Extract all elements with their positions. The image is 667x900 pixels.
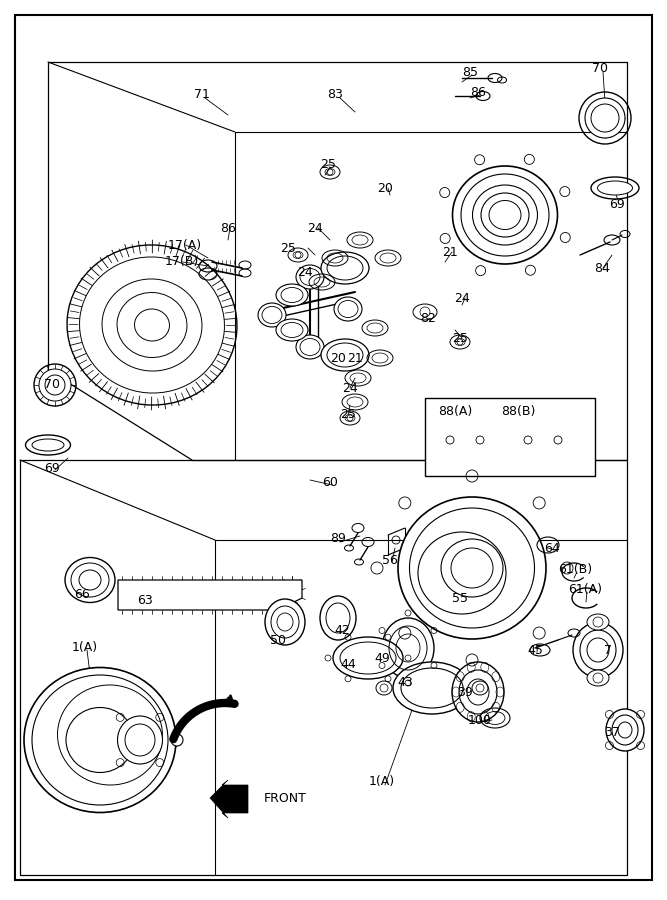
Ellipse shape [117,716,163,764]
Ellipse shape [573,623,623,678]
Text: 88(B): 88(B) [501,406,535,419]
Text: 25: 25 [340,409,356,421]
Text: 61(A): 61(A) [568,583,602,597]
Text: 88(A): 88(A) [438,406,472,419]
Text: 70: 70 [44,379,60,392]
Text: 25: 25 [280,241,296,255]
Text: 20: 20 [377,182,393,194]
Text: 49: 49 [374,652,390,664]
Text: 21: 21 [347,352,363,365]
Ellipse shape [39,369,71,401]
Text: 39: 39 [457,686,473,698]
Ellipse shape [276,319,308,341]
Text: 89: 89 [330,532,346,544]
Text: 24: 24 [307,221,323,235]
Text: 55: 55 [452,591,468,605]
Text: 1(A): 1(A) [369,776,395,788]
Ellipse shape [258,303,286,327]
Polygon shape [210,780,248,818]
Ellipse shape [334,297,362,321]
Ellipse shape [117,292,187,357]
Ellipse shape [382,618,434,678]
Text: 43: 43 [397,676,413,688]
Text: 84: 84 [594,262,610,274]
Text: 45: 45 [527,644,543,656]
Ellipse shape [472,185,538,245]
Text: FRONT: FRONT [263,791,306,805]
Ellipse shape [171,734,183,746]
Text: 25: 25 [452,331,468,345]
Ellipse shape [79,257,225,393]
Ellipse shape [606,709,644,751]
Text: 24: 24 [297,266,313,278]
Ellipse shape [265,599,305,645]
Polygon shape [118,580,302,610]
Text: 64: 64 [544,542,560,554]
Text: 83: 83 [327,88,343,102]
Ellipse shape [587,670,609,686]
Bar [425,398,595,476]
Ellipse shape [393,662,471,714]
Text: 71: 71 [194,88,210,102]
Ellipse shape [276,284,308,306]
Ellipse shape [489,201,521,230]
Ellipse shape [452,166,558,264]
Text: 85: 85 [462,66,478,78]
Text: 60: 60 [322,475,338,489]
Text: 44: 44 [340,659,356,671]
Text: 17(A): 17(A) [168,238,202,251]
Ellipse shape [598,181,632,195]
Text: 24: 24 [454,292,470,304]
Text: 66: 66 [74,589,90,601]
Ellipse shape [585,98,625,138]
Ellipse shape [320,596,356,640]
Text: 25: 25 [320,158,336,172]
Text: 42: 42 [334,624,350,636]
Text: 37: 37 [604,725,620,739]
Text: 17(B): 17(B) [165,256,199,268]
Text: 56: 56 [382,554,398,566]
Ellipse shape [333,637,403,679]
Text: 86: 86 [470,86,486,98]
Text: 86: 86 [220,221,236,235]
Ellipse shape [587,614,609,630]
Text: 50: 50 [270,634,286,646]
Ellipse shape [24,668,176,813]
Ellipse shape [452,662,504,722]
Text: 61(B): 61(B) [558,563,592,577]
Text: 100: 100 [468,714,492,726]
Text: 1(A): 1(A) [72,642,98,654]
Ellipse shape [65,557,115,602]
Ellipse shape [296,335,324,359]
Ellipse shape [398,497,546,639]
Ellipse shape [296,265,324,289]
Ellipse shape [135,309,169,341]
Text: 24: 24 [342,382,358,394]
Text: 21: 21 [442,246,458,258]
Text: 69: 69 [609,199,625,212]
Ellipse shape [321,252,369,284]
Ellipse shape [102,279,202,371]
Text: 7: 7 [604,644,612,656]
Text: 82: 82 [420,311,436,325]
Text: 63: 63 [137,593,153,607]
Text: 70: 70 [592,61,608,75]
Text: 20: 20 [330,352,346,365]
Ellipse shape [321,339,369,371]
Text: 69: 69 [44,462,60,474]
